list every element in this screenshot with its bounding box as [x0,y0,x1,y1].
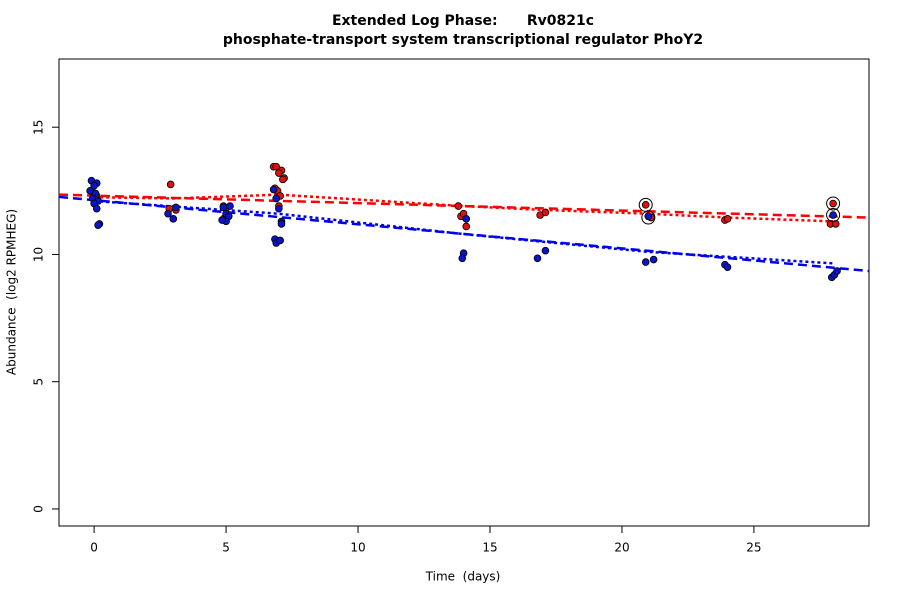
data-point [277,220,286,228]
data-point [644,212,653,221]
plot-frame [58,58,870,527]
x-tick-label: 20 [614,541,629,555]
data-point [275,204,283,213]
data-point [172,203,180,212]
data-point [92,204,101,213]
highlight-ring [826,208,841,223]
trend-line [94,193,834,223]
y-tick-label: 15 [32,120,46,135]
data-point [462,222,471,231]
y-axis-label: Abundance (log2 RPMHEG) [5,209,19,375]
data-point [275,169,283,177]
trend-line [58,193,870,219]
trend-line [94,199,834,265]
data-point [641,258,650,266]
data-point [272,194,281,203]
data-point [649,255,658,264]
trend-line [58,195,870,273]
data-point [829,199,837,208]
y-tick-label: 5 [32,378,46,386]
data-point [218,216,226,224]
y-tick-label: 0 [32,505,46,513]
data-point [541,246,550,255]
x-tick-label: 10 [350,541,365,555]
data-point [462,215,471,223]
data-point [90,181,98,190]
data-point [723,215,732,223]
data-point [269,185,278,194]
data-point [533,254,542,263]
x-axis-label: Time (days) [425,570,501,584]
chart-title: Extended Log Phase: Rv0821c [332,13,594,29]
data-point [458,254,467,263]
highlight-ring [826,196,841,211]
data-point [833,267,841,275]
data-point [169,215,178,223]
x-tick-label: 25 [746,541,761,555]
data-point [276,236,284,245]
data-point [454,202,463,210]
x-tick-label: 15 [482,541,497,555]
data-point [166,180,175,189]
data-point [829,211,837,219]
data-point [94,221,102,229]
data-point [541,208,550,217]
highlight-ring [641,210,656,225]
data-point [219,203,228,212]
x-tick-label: 5 [222,541,230,555]
data-point [226,202,234,210]
data-point [164,209,172,218]
data-point [279,175,287,184]
x-tick-label: 0 [90,541,98,555]
y-tick-label: 10 [32,247,46,262]
data-point [723,263,732,271]
chart-subtitle: phosphate-transport system transcription… [223,32,703,48]
data-point [272,162,281,171]
data-point [641,201,650,209]
